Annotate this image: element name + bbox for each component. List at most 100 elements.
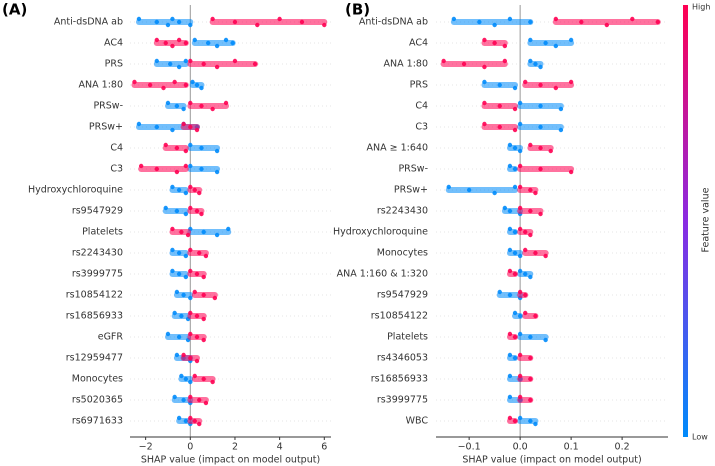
x-tick-label: 0.1 [564, 442, 579, 453]
shap-dot [194, 208, 200, 214]
shap-dot [194, 127, 200, 133]
shap-dot [163, 142, 168, 148]
shap-dot [201, 61, 206, 67]
shap-dot [176, 334, 182, 340]
shap-dot [477, 19, 482, 25]
shap-dot [188, 205, 193, 211]
shap-dot [517, 313, 523, 319]
feature-label: C3 [110, 164, 123, 175]
shap-dot [299, 19, 305, 25]
shap-dot [492, 22, 497, 28]
shap-dot [523, 247, 528, 253]
feature-label: WBC [406, 416, 429, 427]
feature-label: ANA 1:160 & 1:320 [337, 269, 428, 280]
feature-label: rs16856933 [66, 311, 123, 322]
shap-dot [165, 331, 171, 337]
shap-dot [523, 229, 528, 235]
shap-dot [517, 184, 523, 190]
shap-dot [194, 82, 200, 88]
shap-dot [183, 190, 189, 196]
shap-dot [190, 79, 195, 85]
colorbar-label: Feature value [701, 187, 712, 252]
feature-label: rs16856933 [371, 374, 428, 385]
shap-dot [528, 355, 533, 361]
shap-dot [210, 16, 215, 22]
shap-dot [528, 232, 533, 238]
shap-dot [201, 337, 206, 343]
shap-dot [172, 310, 177, 316]
colorbar-high: High [692, 3, 710, 12]
shap-dot [192, 373, 197, 379]
shap-dot [170, 127, 175, 133]
shap-dot [512, 166, 518, 172]
shap-dot [188, 415, 193, 421]
shap-dot [132, 79, 137, 85]
shap-dot [232, 58, 238, 64]
shap-dot [548, 148, 553, 154]
shap-dot [543, 253, 548, 259]
shap-dot [482, 121, 487, 127]
shap-dot [165, 22, 171, 28]
shap-dot [170, 268, 175, 274]
feature-label: PRS [105, 59, 123, 70]
shap-dot [188, 142, 193, 148]
shap-dot [176, 415, 182, 421]
feature-label: AC4 [409, 38, 428, 49]
shap-dot [136, 121, 142, 127]
shap-dot [192, 187, 197, 193]
shap-dot [523, 310, 528, 316]
shap-dot [179, 229, 184, 235]
shap-dot [201, 376, 206, 382]
shap-dot [507, 208, 513, 214]
feature-label: C4 [415, 101, 428, 112]
shap-dot [507, 352, 513, 358]
shap-dot [174, 103, 180, 109]
shap-dot [188, 268, 193, 274]
shap-dot [507, 394, 513, 400]
shap-dot [466, 187, 472, 193]
shap-dot [203, 400, 209, 406]
shap-dot [181, 121, 186, 127]
shap-dot [538, 166, 543, 172]
shap-dot [185, 232, 191, 238]
shap-dot [188, 184, 193, 190]
feature-label: ANA 1:80 [79, 80, 123, 91]
shap-dot [205, 40, 211, 46]
shap-dot [188, 394, 193, 400]
shap-dot [201, 229, 206, 235]
feature-label: Monocytes [72, 374, 123, 385]
shap-dot [176, 37, 182, 43]
shap-dot [528, 58, 533, 64]
shap-dot [512, 127, 518, 133]
shap-dot [188, 355, 193, 361]
shap-dot [174, 169, 180, 175]
shap-dot [214, 64, 220, 70]
shap-dot [210, 106, 215, 112]
shap-dot [533, 250, 538, 256]
shap-dot [174, 352, 180, 358]
feature-label: Platelets [82, 227, 123, 238]
shap-dot [630, 16, 635, 22]
shap-dot [517, 205, 523, 211]
shap-dot [199, 166, 204, 172]
shap-dot [528, 418, 533, 424]
shap-dot [174, 145, 180, 151]
shap-dot [212, 295, 218, 301]
shap-dot [188, 100, 193, 106]
shap-dot [223, 37, 229, 43]
shap-dot [517, 148, 523, 154]
shap-dot [183, 40, 189, 46]
shap-dot [170, 184, 175, 190]
shap-dot [252, 61, 258, 67]
shap-dot [517, 163, 523, 169]
shap-dot [502, 205, 508, 211]
feature-label: rs9547929 [72, 206, 123, 217]
feature-label: rs5020365 [72, 395, 123, 406]
shap-dot [528, 376, 533, 382]
shap-dot [183, 274, 189, 280]
shap-dot [523, 292, 528, 298]
shap-dot [497, 289, 502, 295]
shap-dot [507, 163, 513, 169]
shap-dot [512, 106, 518, 112]
